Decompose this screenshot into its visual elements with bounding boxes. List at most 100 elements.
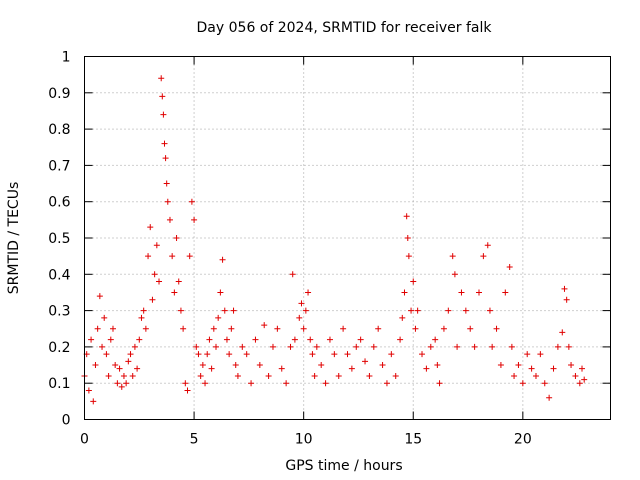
- data-point: [239, 343, 246, 350]
- data-point: [559, 329, 566, 336]
- data-point: [449, 253, 456, 260]
- data-point: [383, 380, 390, 387]
- data-point: [458, 289, 465, 296]
- y-tick-label: 0.1: [48, 376, 70, 392]
- data-point: [215, 314, 222, 321]
- data-point: [353, 343, 360, 350]
- data-point: [511, 372, 518, 379]
- y-tick-label: 0.7: [48, 158, 70, 174]
- data-point: [561, 285, 568, 292]
- y-axis-label: SRMTID / TECUs: [6, 182, 22, 295]
- data-point: [120, 372, 127, 379]
- data-point: [177, 307, 184, 314]
- data-point: [379, 362, 386, 369]
- data-point: [274, 325, 281, 332]
- data-point: [243, 351, 250, 358]
- data-point: [136, 336, 143, 343]
- data-point: [186, 253, 193, 260]
- data-point: [532, 372, 539, 379]
- grid: [84, 56, 611, 420]
- data-point: [311, 372, 318, 379]
- data-point: [296, 314, 303, 321]
- y-tick-labels: 0 0.1 0.2 0.3 0.4 0.5 0.6 0.7 0.8 0.9 1: [48, 50, 70, 429]
- data-point: [427, 343, 434, 350]
- y-tick-label: 1: [62, 50, 71, 66]
- data-point: [326, 336, 333, 343]
- data-point: [103, 351, 110, 358]
- data-point: [486, 307, 493, 314]
- data-point: [445, 307, 452, 314]
- data-point: [576, 380, 583, 387]
- data-point: [269, 343, 276, 350]
- data-point: [114, 380, 121, 387]
- data-point: [131, 343, 138, 350]
- data-point: [164, 198, 171, 205]
- data-point: [335, 372, 342, 379]
- data-point: [467, 325, 474, 332]
- data-point: [199, 362, 206, 369]
- data-point: [454, 343, 461, 350]
- data-point: [278, 365, 285, 372]
- y-tick-label: 0.5: [48, 231, 70, 247]
- data-point: [188, 198, 195, 205]
- x-tick-label: 10: [295, 432, 313, 448]
- data-point: [169, 253, 176, 260]
- data-point: [159, 93, 166, 100]
- data-point: [252, 336, 259, 343]
- data-point: [434, 362, 441, 369]
- x-axis-label: GPS time / hours: [285, 458, 402, 474]
- y-tick-label: 0: [62, 413, 71, 429]
- data-point: [322, 380, 329, 387]
- data-point: [228, 325, 235, 332]
- data-point: [175, 278, 182, 285]
- y-tick-label: 0.3: [48, 304, 70, 320]
- data-point: [451, 271, 458, 278]
- data-point: [397, 336, 404, 343]
- data-point: [232, 362, 239, 369]
- data-point: [184, 387, 191, 394]
- x-tick-label: 5: [190, 432, 199, 448]
- data-point: [484, 242, 491, 249]
- x-tick-label: 0: [80, 432, 89, 448]
- data-point: [147, 224, 154, 231]
- data-point: [502, 289, 509, 296]
- data-point: [219, 256, 226, 263]
- data-point: [140, 307, 147, 314]
- y-tick-label: 0.9: [48, 86, 70, 102]
- data-point: [210, 325, 217, 332]
- data-point: [348, 365, 355, 372]
- data-point: [204, 351, 211, 358]
- y-tick-label: 0.2: [48, 340, 70, 356]
- data-point: [302, 307, 309, 314]
- data-point: [419, 351, 426, 358]
- data-point: [118, 383, 125, 390]
- data-point: [125, 358, 132, 365]
- data-point: [537, 351, 544, 358]
- ticks: [84, 56, 611, 420]
- data-point: [519, 380, 526, 387]
- data-point: [85, 387, 92, 394]
- data-point: [94, 325, 101, 332]
- data-point: [261, 322, 268, 329]
- data-point: [151, 271, 158, 278]
- data-point: [158, 75, 165, 82]
- data-point: [109, 325, 116, 332]
- data-point: [166, 216, 173, 223]
- data-point: [392, 372, 399, 379]
- data-point: [96, 293, 103, 300]
- data-point: [289, 271, 296, 278]
- data-point: [579, 365, 586, 372]
- data-point: [524, 351, 531, 358]
- data-point: [515, 362, 522, 369]
- data-point: [565, 343, 572, 350]
- data-point: [202, 380, 209, 387]
- data-point: [309, 351, 316, 358]
- data-point: [234, 372, 241, 379]
- data-point: [283, 380, 290, 387]
- data-point: [156, 278, 163, 285]
- data-point: [471, 343, 478, 350]
- data-point: [546, 394, 553, 401]
- data-point: [403, 213, 410, 220]
- data-point: [142, 325, 149, 332]
- data-point: [160, 111, 167, 118]
